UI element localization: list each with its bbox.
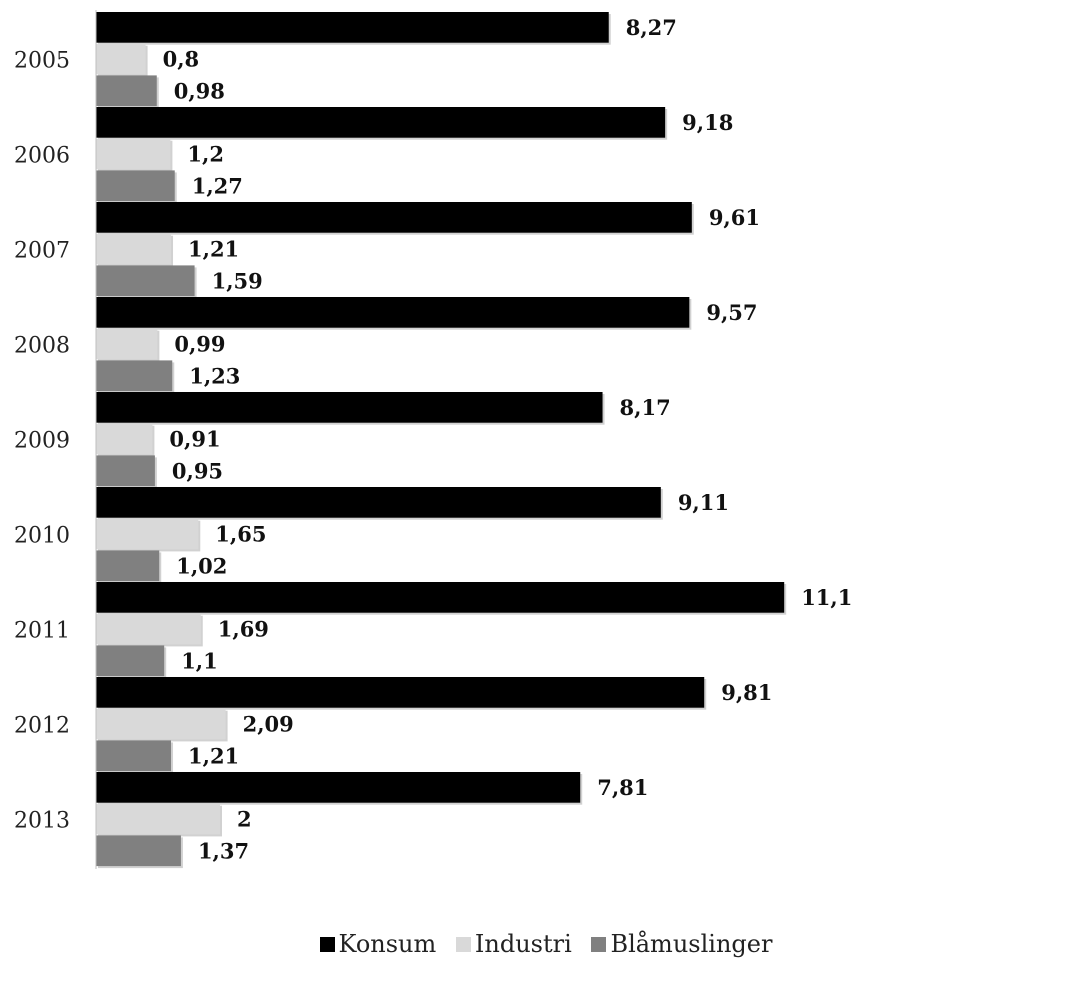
bar-industri-2010 [96,518,199,550]
category-label-2013: 2013 [14,809,70,834]
legend-label-konsum: Konsum [338,930,437,958]
data-label-industri-2013: 2 [237,807,252,832]
bar-chart: 2005 2006 2007 2008 2009 2010 2011 2012 2013 8,2… [14,10,853,869]
bar-blamuslinger-2013 [96,835,181,867]
data-label-blamuslinger-2010: 1,02 [176,553,227,578]
bar-industri-2011 [96,613,201,645]
bar-blamuslinger-2009 [96,455,155,487]
data-label-blamuslinger-2011: 1,1 [181,648,218,673]
data-label-blamuslinger-2013: 1,37 [198,838,249,863]
category-label-2005: 2005 [14,49,70,74]
bar-industri-2007 [96,233,172,265]
data-label-konsum-2008: 9,57 [706,300,757,325]
category-label-2007: 2007 [14,239,70,264]
data-label-industri-2010: 1,65 [215,522,266,547]
category-label-2012: 2012 [14,714,70,739]
data-label-konsum-2005: 8,27 [626,15,677,40]
data-label-blamuslinger-2012: 1,21 [188,743,239,768]
data-label-industri-2005: 0,8 [163,47,200,72]
bar-blamuslinger-2005 [96,75,157,107]
bar-konsum-2009 [96,392,603,423]
legend-label-blamuslinger: Blåmuslinger [610,930,773,958]
bar-blamuslinger-2006 [96,170,175,202]
bar-industri-2013 [96,803,220,835]
data-label-industri-2011: 1,69 [218,617,269,642]
data-label-industri-2008: 0,99 [174,332,225,357]
bar-blamuslinger-2010 [96,550,160,582]
category-label-2009: 2009 [14,429,70,454]
data-label-konsum-2011: 11,1 [801,585,852,610]
bar-industri-2006 [96,138,171,170]
legend-swatch-blamuslinger [591,937,607,952]
legend-swatch-konsum [319,937,335,952]
data-label-industri-2007: 1,21 [188,237,239,262]
legend-item-blamuslinger: Blåmuslinger [591,930,772,958]
legend: Konsum Industri Blåmuslinger [0,930,1092,958]
category-label-2006: 2006 [14,144,70,169]
legend-item-konsum: Konsum [319,930,437,958]
bar-industri-2012 [96,708,226,740]
bar-konsum-2013 [96,772,581,803]
bar-industri-2009 [96,423,153,455]
data-label-konsum-2006: 9,18 [682,110,733,135]
data-label-konsum-2013: 7,81 [597,775,648,800]
data-label-industri-2012: 2,09 [243,712,294,737]
bar-industri-2008 [96,328,158,360]
category-ticks: 2005 2006 2007 2008 2009 2010 2011 2012 2013 [14,49,70,834]
bar-blamuslinger-2007 [96,265,195,297]
bars-layer [96,12,787,869]
data-label-konsum-2007: 9,61 [709,205,760,230]
bar-industri-2005 [96,43,146,75]
legend-swatch-industri [455,937,471,952]
data-label-industri-2006: 1,2 [187,142,224,167]
bar-konsum-2011 [96,582,785,613]
bar-konsum-2010 [96,487,661,518]
data-labels: 8,27 0,8 0,98 9,18 1,2 1,27 9,61 1,21 1,59 9,57 0,… [163,15,853,863]
category-label-2008: 2008 [14,334,70,359]
bar-konsum-2005 [96,12,609,43]
data-label-blamuslinger-2006: 1,27 [192,173,243,198]
data-label-blamuslinger-2007: 1,59 [212,268,263,293]
bar-konsum-2007 [96,202,692,233]
category-label-2010: 2010 [14,524,70,549]
bar-konsum-2012 [96,677,705,708]
bar-blamuslinger-2011 [96,645,165,677]
data-label-industri-2009: 0,91 [169,427,220,452]
data-label-blamuslinger-2008: 1,23 [189,363,240,388]
bar-blamuslinger-2008 [96,360,173,392]
data-label-konsum-2009: 8,17 [620,395,671,420]
data-label-blamuslinger-2009: 0,95 [172,458,223,483]
bar-konsum-2008 [96,297,690,328]
category-label-2011: 2011 [14,619,70,644]
legend-item-industri: Industri [455,930,572,958]
data-label-konsum-2010: 9,11 [678,490,729,515]
data-label-konsum-2012: 9,81 [721,680,772,705]
legend-label-industri: Industri [474,930,572,958]
bar-blamuslinger-2012 [96,740,172,772]
data-label-blamuslinger-2005: 0,98 [174,78,225,103]
bar-konsum-2006 [96,107,666,138]
